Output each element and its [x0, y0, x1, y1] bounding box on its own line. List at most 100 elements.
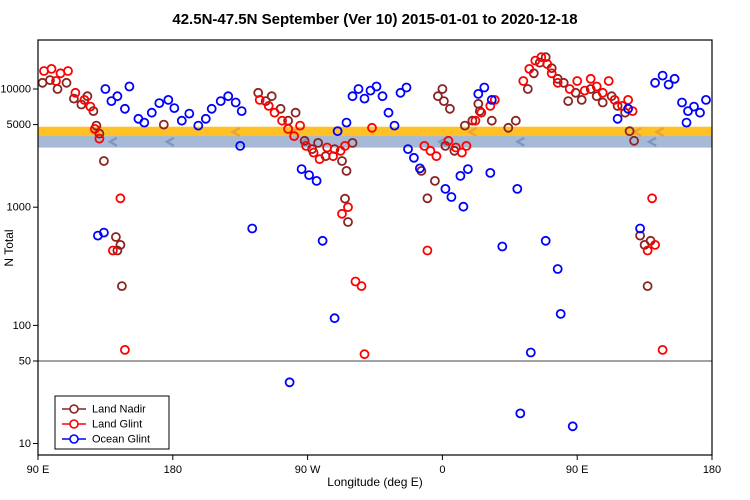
legend-marker-icon [69, 434, 79, 444]
point-land-glint [51, 76, 61, 86]
point-land-glint [94, 133, 105, 144]
point-land-glint [269, 107, 280, 118]
point-land-nadir [429, 175, 440, 186]
point-land-nadir [624, 126, 635, 137]
point-land-glint [328, 151, 339, 162]
point-land-glint [431, 151, 442, 162]
point-land-glint [572, 76, 583, 86]
x-tick-label: 180 [703, 464, 721, 476]
point-land-nadir [111, 232, 121, 242]
point-ocean-glint [552, 264, 563, 274]
point-ocean-glint [458, 201, 469, 212]
point-land-glint [289, 131, 300, 142]
point-land-glint [367, 122, 377, 133]
point-land-nadir [459, 120, 470, 131]
point-ocean-glint [635, 223, 645, 234]
point-ocean-glint [695, 107, 705, 118]
point-ocean-glint [332, 126, 343, 137]
point-ocean-glint [540, 235, 551, 246]
point-ocean-glint [154, 98, 165, 108]
y-tick-label: 10 [19, 438, 31, 450]
point-land-glint [476, 107, 487, 118]
point-land-glint [425, 145, 436, 156]
point-ocean-glint [223, 91, 234, 102]
x-axis-title: Longitude (deg E) [327, 475, 422, 489]
point-land-glint [552, 77, 563, 88]
point-land-glint [642, 245, 653, 256]
chart-title: 42.5N-47.5N September (Ver 10) 2015-01-0… [172, 11, 577, 28]
point-land-glint [546, 68, 557, 79]
point-land-nadir [422, 193, 433, 204]
point-land-glint [46, 64, 57, 74]
point-ocean-glint [247, 223, 258, 234]
x-tick-label: 90 E [27, 464, 50, 476]
point-ocean-glint [284, 377, 295, 388]
point-land-glint [70, 87, 81, 98]
point-ocean-glint [462, 164, 473, 175]
point-land-nadir [341, 165, 352, 176]
point-land-nadir [299, 135, 310, 146]
point-ocean-glint [479, 82, 490, 93]
point-ocean-glint [401, 82, 412, 93]
point-land-glint [301, 140, 312, 151]
point-land-glint [623, 95, 633, 105]
point-ocean-glint [200, 113, 211, 124]
point-ocean-glint [515, 408, 526, 419]
point-land-nadir [340, 193, 350, 204]
y-tick-label: 10000 [0, 84, 31, 96]
x-tick-label: 90 E [566, 464, 589, 476]
point-land-nadir [510, 115, 521, 126]
point-land-nadir [437, 84, 448, 94]
point-land-nadir [563, 96, 574, 106]
point-land-nadir [61, 77, 72, 88]
point-ocean-glint [236, 106, 247, 116]
point-land-glint [657, 344, 668, 355]
point-land-glint [108, 245, 118, 256]
point-land-nadir [444, 103, 455, 114]
point-ocean-glint [414, 163, 425, 174]
point-ocean-glint [215, 96, 226, 106]
point-land-glint [340, 140, 350, 151]
land-climatology-band-chevron-icon [230, 126, 241, 138]
point-land-glint [609, 95, 620, 105]
point-land-nadir [467, 115, 478, 126]
point-ocean-glint [99, 227, 109, 238]
point-ocean-glint [206, 103, 217, 114]
point-land-nadir [343, 217, 353, 227]
point-land-glint [489, 95, 500, 105]
plot-area: 90 E 180 90 W 0 90 E 180 10 50 100 1000 5000 10000 L… [0, 39, 721, 476]
point-land-glint [295, 120, 306, 131]
point-ocean-glint [669, 73, 680, 84]
point-land-glint [650, 239, 660, 250]
point-land-glint [322, 142, 333, 153]
point-ocean-glint [525, 347, 536, 358]
point-land-glint [461, 140, 472, 151]
point-land-glint [120, 344, 130, 355]
land-climatology-band-chevron-icon [466, 126, 477, 138]
point-ocean-glint [176, 115, 187, 126]
point-ocean-glint [408, 152, 419, 163]
point-ocean-glint [567, 421, 578, 432]
ocean-climatology-band-chevron-icon [646, 136, 657, 147]
point-land-glint [542, 59, 553, 69]
point-land-nadir [576, 95, 587, 105]
point-ocean-glint [353, 84, 364, 94]
point-ocean-glint [512, 183, 523, 194]
legend-marker-icon [69, 404, 79, 414]
legend-label: Ocean Glint [92, 434, 150, 446]
point-ocean-glint [485, 167, 496, 178]
x-tick-label: 0 [439, 464, 445, 476]
point-land-nadir [540, 52, 551, 63]
point-ocean-glint [235, 140, 246, 151]
point-land-glint [450, 142, 461, 153]
point-ocean-glint [341, 117, 352, 128]
point-land-nadir [266, 91, 277, 102]
legend-label: Land Glint [92, 419, 142, 431]
point-land-nadir [52, 84, 63, 94]
point-ocean-glint [440, 183, 451, 194]
point-ocean-glint [146, 107, 157, 118]
point-ocean-glint [317, 235, 328, 246]
point-ocean-glint [446, 192, 457, 202]
